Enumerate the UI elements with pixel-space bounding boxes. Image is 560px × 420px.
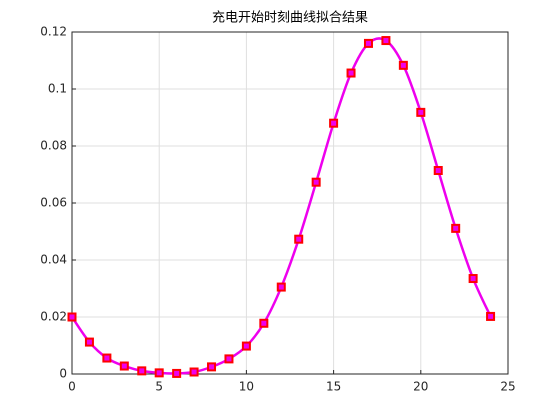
data-point: [363, 38, 373, 48]
data-point: [207, 362, 217, 372]
x-tick-label: 15: [326, 380, 341, 394]
y-tick-label: 0.04: [40, 253, 67, 267]
y-tick-label: 0: [59, 367, 67, 381]
data-point: [137, 366, 147, 376]
data-point: [433, 166, 443, 176]
data-point: [224, 354, 234, 364]
data-point: [102, 353, 112, 363]
x-tick-label: 10: [239, 380, 254, 394]
chart-title: 充电开始时刻曲线拟合结果: [212, 10, 368, 26]
data-point: [346, 68, 356, 78]
data-point: [294, 234, 304, 244]
data-point: [67, 312, 77, 322]
data-point: [381, 36, 391, 46]
data-point: [468, 274, 478, 284]
data-point: [241, 341, 251, 351]
x-tick-label: 5: [155, 380, 163, 394]
x-tick-label: 20: [413, 380, 428, 394]
data-point: [154, 368, 164, 378]
data-point: [172, 368, 182, 378]
data-point: [119, 361, 129, 371]
data-point: [416, 107, 426, 117]
data-point: [398, 60, 408, 70]
x-tick-label: 0: [68, 380, 76, 394]
axes-box: [71, 31, 509, 375]
data-point: [259, 318, 269, 328]
y-tick-label: 0.12: [40, 25, 67, 39]
data-point: [451, 223, 461, 233]
data-point: [189, 367, 199, 377]
y-tick-label: 0.08: [40, 139, 67, 153]
y-tick-label: 0.02: [40, 310, 67, 324]
x-tick-label: 25: [500, 380, 515, 394]
data-point: [329, 118, 339, 128]
data-point: [486, 311, 496, 321]
data-point: [276, 282, 286, 292]
y-tick-label: 0.06: [40, 196, 67, 210]
y-tick-label: 0.1: [48, 82, 67, 96]
data-point: [311, 177, 321, 187]
data-point: [84, 337, 94, 347]
